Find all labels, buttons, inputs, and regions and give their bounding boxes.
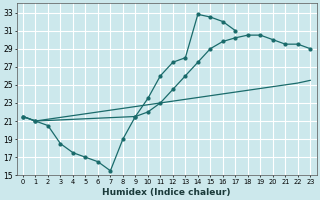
X-axis label: Humidex (Indice chaleur): Humidex (Indice chaleur) [102,188,231,197]
